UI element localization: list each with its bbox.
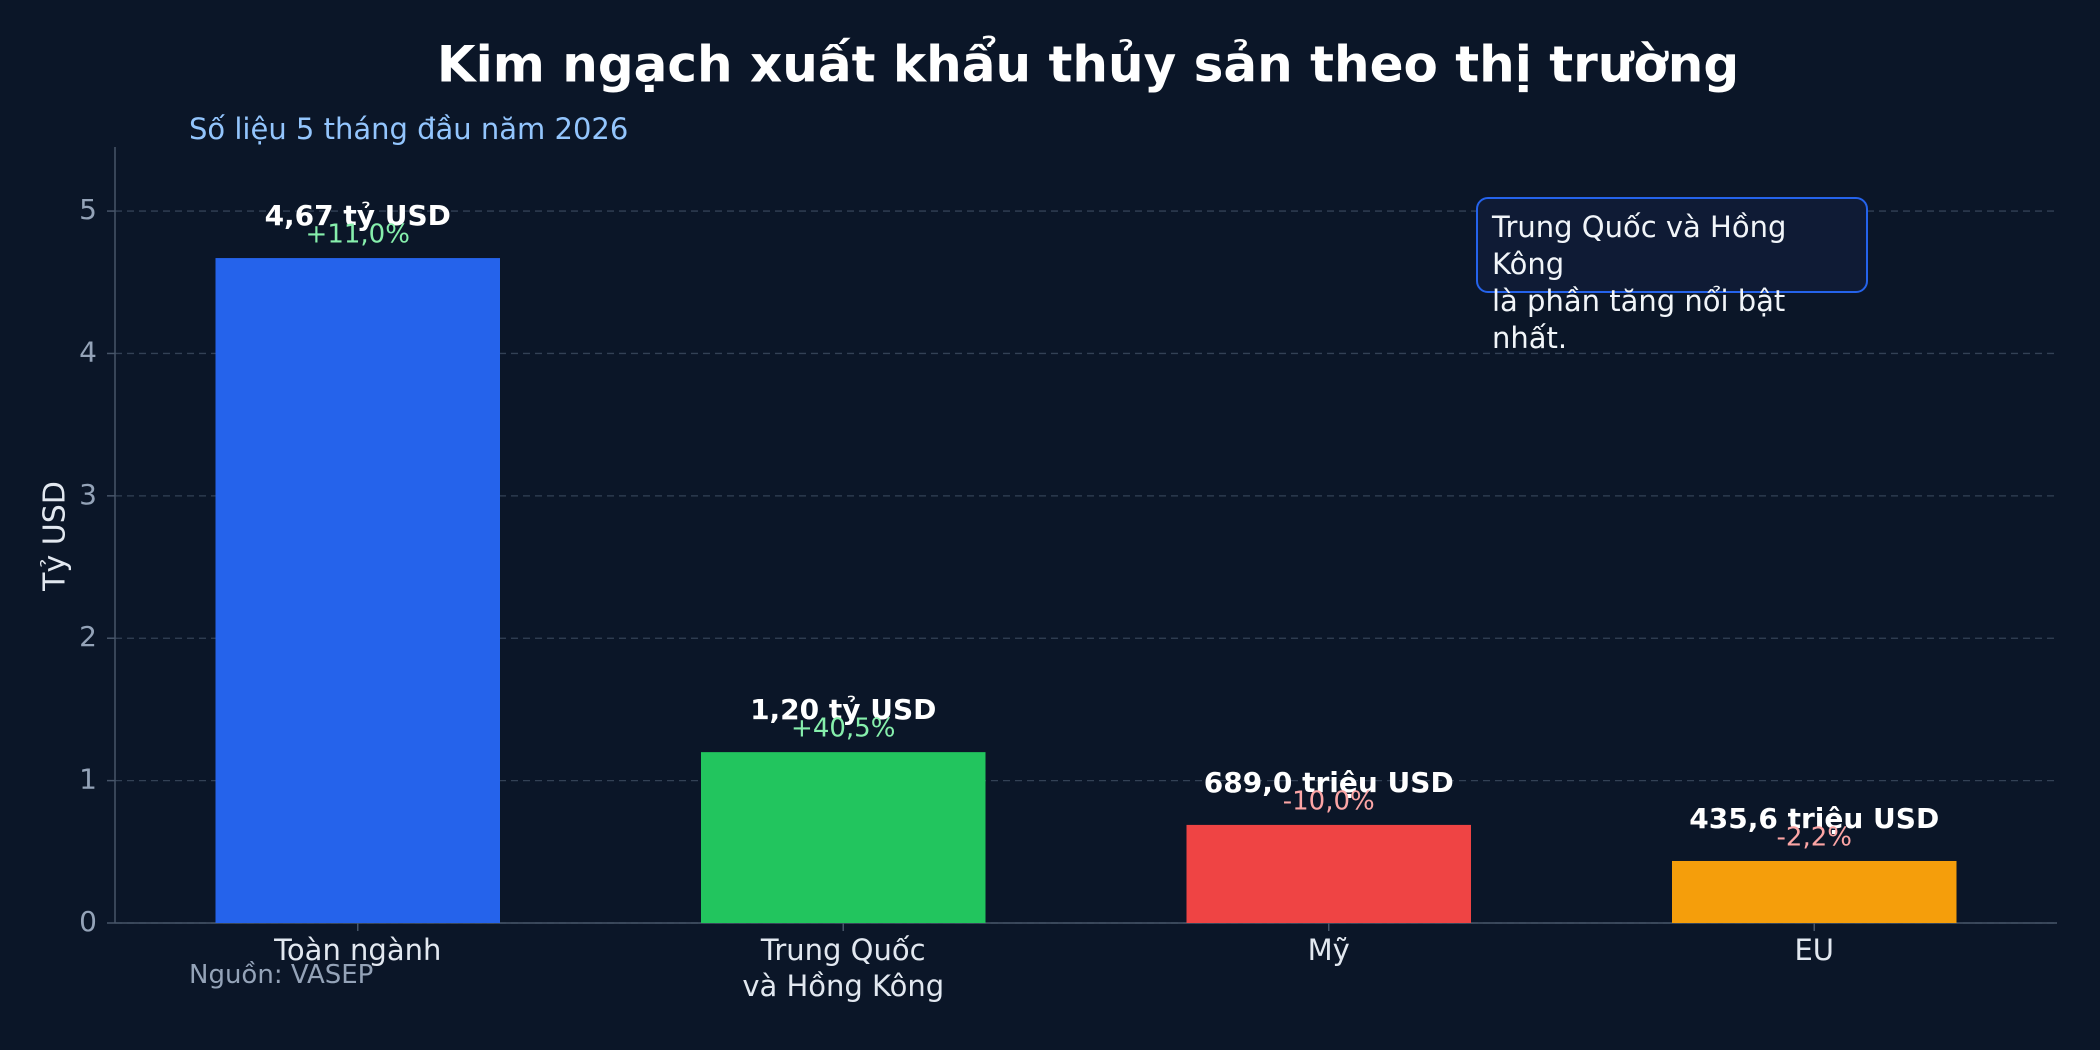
growth-label: +40,5%	[791, 714, 895, 744]
y-tick-label: 1	[79, 763, 97, 796]
bar	[1671, 860, 1957, 923]
value-label: 1,20 tỷ USD	[750, 693, 936, 726]
bar	[215, 258, 501, 923]
chart-subtitle: Số liệu 5 tháng đầu năm 2026	[189, 112, 628, 146]
bar	[700, 752, 986, 923]
x-tick-label: Mỹ	[1307, 933, 1350, 967]
source: Nguồn: VASEP	[189, 960, 374, 990]
y-tick-label: 5	[79, 193, 97, 226]
growth-label: -10,0%	[1283, 786, 1375, 816]
bar	[1186, 824, 1472, 923]
x-tick-label: EU	[1794, 933, 1835, 967]
y-tick-label: 0	[79, 905, 97, 938]
x-tick-label: Toàn ngành	[274, 933, 442, 967]
y-tick-label: 2	[79, 620, 97, 653]
growth-label: +11,0%	[306, 220, 410, 250]
value-label: 4,67 tỷ USD	[265, 199, 451, 232]
value-label: 435,6 triệu USD	[1689, 802, 1939, 835]
chart-title: Kim ngạch xuất khẩu thủy sản theo thị tr…	[437, 36, 1739, 94]
annotation: Trung Quốc và Hồng Kông là phần tăng nổi…	[1476, 197, 1868, 355]
growth-label: -2,2%	[1777, 822, 1852, 852]
value-label: 689,0 triệu USD	[1204, 766, 1454, 799]
y-tick-label: 3	[79, 478, 97, 511]
y-axis-label: Tỷ USD	[38, 481, 73, 592]
y-tick-label: 4	[79, 335, 97, 368]
x-tick-label: Trung Quốc và Hồng Kông	[742, 933, 945, 1003]
